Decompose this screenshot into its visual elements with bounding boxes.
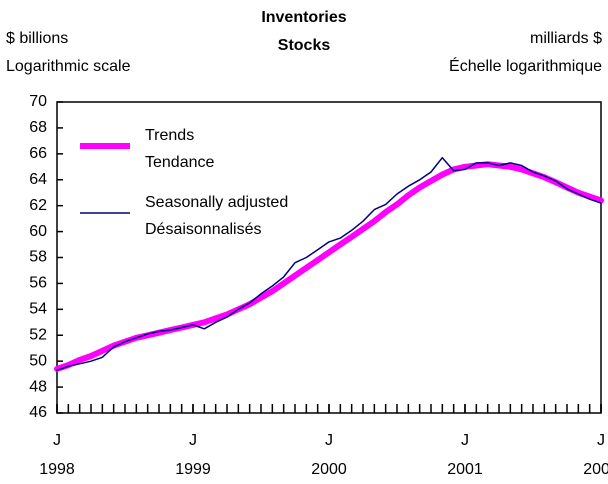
plot-frame bbox=[56, 101, 602, 414]
scale-label: Échelle logarithmique bbox=[449, 56, 602, 75]
x-tick-label: J bbox=[461, 432, 469, 449]
y-tick-label: 58 bbox=[29, 249, 47, 266]
y-tick-label: 60 bbox=[29, 223, 47, 240]
y-tick-label: 68 bbox=[29, 119, 47, 136]
legend-label: Désaisonnalisés bbox=[145, 221, 262, 238]
x-tick-label: J bbox=[597, 432, 605, 449]
legend-label: Trends bbox=[145, 127, 194, 144]
x-year-label: 2000 bbox=[311, 461, 347, 478]
y-tick-label: 70 bbox=[29, 93, 47, 110]
x-year-label: 2001 bbox=[447, 461, 483, 478]
scale-label: Logarithmic scale bbox=[6, 58, 131, 75]
y-tick-label: 66 bbox=[29, 145, 47, 162]
x-tick-label: J bbox=[189, 432, 197, 449]
unit-label: $ billions bbox=[6, 30, 68, 47]
y-tick-label: 64 bbox=[29, 171, 47, 188]
y-tick-label: 56 bbox=[29, 275, 47, 292]
x-year-label: 1998 bbox=[39, 461, 75, 478]
x-tick-label: J bbox=[325, 432, 333, 449]
y-tick-label: 62 bbox=[29, 197, 47, 214]
x-year-label: 1999 bbox=[175, 461, 211, 478]
legend-label: Seasonally adjusted bbox=[145, 194, 288, 211]
legend-label: Tendance bbox=[145, 154, 214, 171]
y-tick-label: 54 bbox=[29, 301, 47, 318]
y-tick-label: 46 bbox=[29, 404, 47, 421]
x-year-label: 2002 bbox=[583, 461, 608, 478]
chart-title: Inventories bbox=[261, 9, 346, 26]
x-tick-label: J bbox=[53, 432, 61, 449]
y-tick-label: 50 bbox=[29, 352, 47, 369]
chart-subtitle: Stocks bbox=[278, 37, 331, 54]
series-line bbox=[54, 161, 604, 372]
unit-label: milliards $ bbox=[530, 30, 602, 47]
y-tick-label: 48 bbox=[29, 378, 47, 395]
y-tick-label: 52 bbox=[29, 326, 47, 343]
series-line bbox=[56, 156, 602, 371]
